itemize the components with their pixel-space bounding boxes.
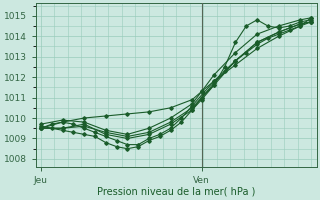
X-axis label: Pression niveau de la mer( hPa ): Pression niveau de la mer( hPa ): [97, 187, 255, 197]
